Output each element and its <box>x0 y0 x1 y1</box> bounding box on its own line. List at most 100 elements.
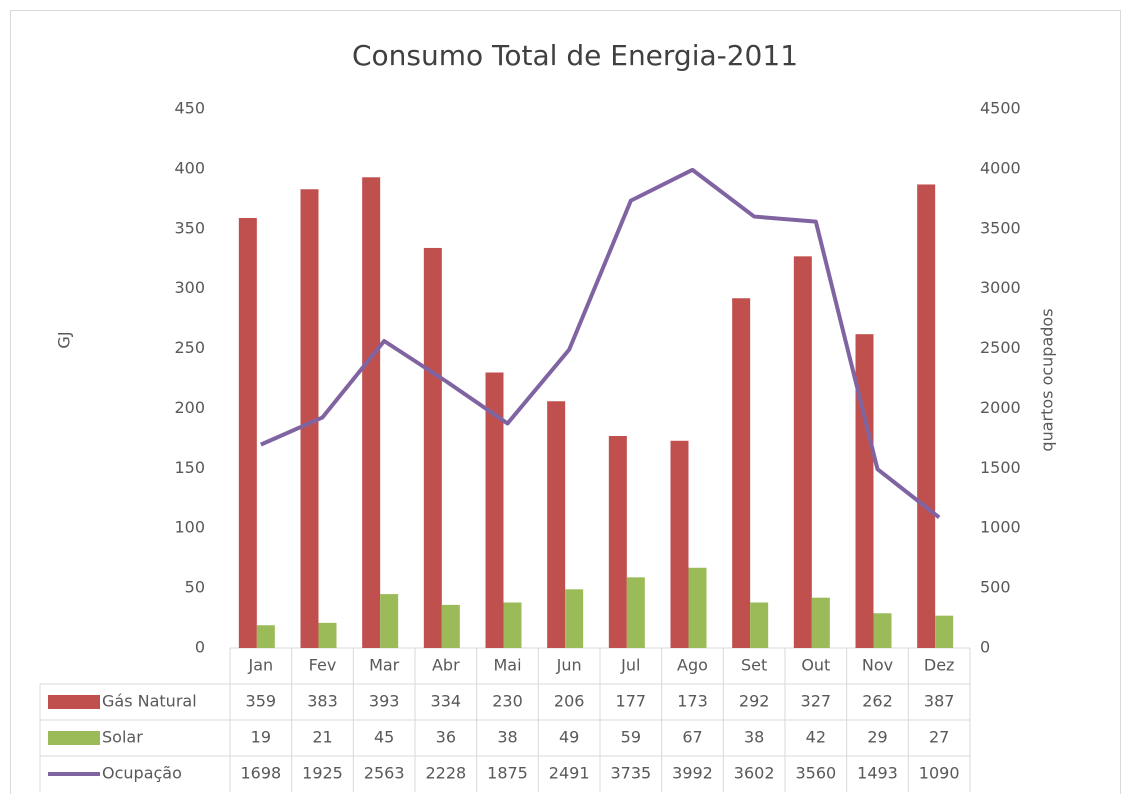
y-tick-label: 250 <box>174 338 205 357</box>
y2-tick-label: 3500 <box>980 218 1021 237</box>
chart-title: Consumo Total de Energia-2011 <box>352 39 798 72</box>
bar <box>238 217 257 648</box>
table-value: 206 <box>554 692 585 711</box>
x-tick-label: Out <box>801 656 830 675</box>
table-value: 383 <box>307 692 338 711</box>
x-tick-label: Jul <box>620 656 640 675</box>
table-value: 49 <box>559 728 579 747</box>
table-value: 2491 <box>549 764 590 783</box>
x-tick-label: Mai <box>493 656 521 675</box>
y-tick-label: 150 <box>174 458 205 477</box>
y-tick-label: 200 <box>174 398 205 417</box>
bar <box>441 604 460 648</box>
y-tick-label: 400 <box>174 158 205 177</box>
table-value: 2228 <box>425 764 466 783</box>
legend-label: Ocupação <box>102 764 182 783</box>
table-value: 1875 <box>487 764 528 783</box>
y2-tick-label: 1500 <box>980 458 1021 477</box>
y2-tick-label: 4500 <box>980 99 1021 118</box>
bar <box>793 256 812 648</box>
table-value: 3992 <box>672 764 713 783</box>
table-value: 177 <box>616 692 647 711</box>
bar <box>750 602 769 648</box>
table-value: 29 <box>867 728 887 747</box>
bar <box>732 298 751 648</box>
table-value: 1090 <box>919 764 960 783</box>
table-value: 38 <box>497 728 517 747</box>
y-tick-label: 300 <box>174 278 205 297</box>
bar <box>485 372 504 648</box>
y-tick-label: 100 <box>174 518 205 537</box>
table-value: 327 <box>801 692 832 711</box>
bar <box>380 594 399 648</box>
y-tick-label: 50 <box>185 578 205 597</box>
y-axis-label: GJ <box>55 331 74 348</box>
table-value: 393 <box>369 692 400 711</box>
y-tick-label: 450 <box>174 99 205 118</box>
legend-key <box>48 695 100 709</box>
bar <box>362 177 381 649</box>
x-tick-label: Dez <box>924 656 955 675</box>
bar <box>423 247 442 649</box>
x-tick-label: Ago <box>677 656 708 675</box>
line-series <box>260 167 941 520</box>
bar <box>917 184 936 648</box>
table-value: 21 <box>312 728 332 747</box>
x-tick-label: Jan <box>247 656 273 675</box>
table-value: 3560 <box>795 764 836 783</box>
legend-label: Solar <box>102 728 143 747</box>
bar <box>670 440 689 648</box>
bar <box>935 615 954 648</box>
x-tick-label: Fev <box>309 656 337 675</box>
table-value: 230 <box>492 692 523 711</box>
table-value: 3735 <box>610 764 651 783</box>
bar <box>873 613 892 648</box>
table-value: 45 <box>374 728 394 747</box>
table-value: 67 <box>682 728 702 747</box>
bar <box>565 589 584 648</box>
table-value: 292 <box>739 692 770 711</box>
x-tick-label: Nov <box>862 656 893 675</box>
table-value: 334 <box>431 692 462 711</box>
bar <box>256 625 275 648</box>
y2-tick-label: 3000 <box>980 278 1021 297</box>
bar <box>300 189 319 649</box>
x-tick-label: Abr <box>432 656 460 675</box>
chart-border <box>10 10 1121 794</box>
table-value: 42 <box>806 728 826 747</box>
x-tick-label: Mar <box>369 656 400 675</box>
x-tick-label: Set <box>741 656 767 675</box>
table-value: 387 <box>924 692 955 711</box>
y2-axis-label: quartos ocupados <box>1038 308 1057 451</box>
table-value: 36 <box>436 728 456 747</box>
bar <box>688 567 707 648</box>
bar <box>318 622 337 648</box>
bar <box>855 334 874 648</box>
table-value: 3602 <box>734 764 775 783</box>
legend-key <box>48 731 100 745</box>
table-value: 262 <box>862 692 893 711</box>
table-value: 2563 <box>364 764 405 783</box>
table-value: 38 <box>744 728 764 747</box>
table-value: 173 <box>677 692 708 711</box>
bar <box>547 401 566 648</box>
bar <box>626 577 645 648</box>
y2-tick-label: 4000 <box>980 158 1021 177</box>
y-tick-label: 0 <box>195 638 205 657</box>
y2-tick-label: 0 <box>980 638 990 657</box>
legend-label: Gás Natural <box>102 692 197 711</box>
table-value: 59 <box>621 728 641 747</box>
y-tick-label: 350 <box>174 218 205 237</box>
table-value: 1493 <box>857 764 898 783</box>
table-value: 19 <box>251 728 271 747</box>
table-value: 359 <box>246 692 277 711</box>
y2-tick-label: 2500 <box>980 338 1021 357</box>
y2-tick-label: 1000 <box>980 518 1021 537</box>
bar <box>608 435 627 648</box>
y2-tick-label: 2000 <box>980 398 1021 417</box>
table-value: 1925 <box>302 764 343 783</box>
y2-tick-label: 500 <box>980 578 1011 597</box>
bar <box>811 597 830 648</box>
table-value: 27 <box>929 728 949 747</box>
x-tick-label: Jun <box>556 656 582 675</box>
